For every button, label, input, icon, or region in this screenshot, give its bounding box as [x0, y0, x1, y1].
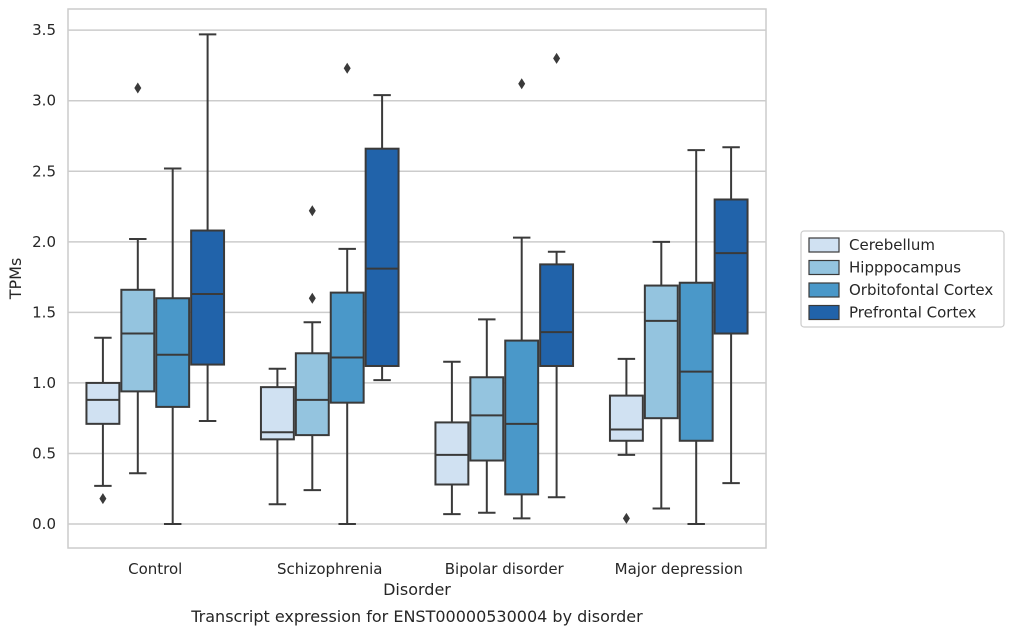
legend-swatch	[808, 259, 840, 276]
y-tick-label: 3.0	[32, 92, 56, 110]
y-tick-label: 1.5	[32, 303, 56, 321]
box-iqr	[678, 281, 714, 442]
y-tick-label: 1.0	[32, 374, 56, 392]
outlier-point	[518, 78, 526, 90]
box-iqr	[329, 291, 365, 404]
box-iqr	[608, 394, 644, 442]
box-iqr	[643, 284, 679, 420]
box-prefrontal-cortex	[539, 52, 575, 499]
box-iqr	[469, 376, 505, 462]
box-plot-marks	[85, 33, 749, 526]
legend-label: Cerebellum	[849, 236, 935, 254]
box-cerebellum	[259, 367, 295, 506]
box-hipppocampus	[469, 318, 505, 514]
box-iqr	[294, 352, 330, 437]
legend-swatch	[808, 282, 840, 298]
x-axis-ticks: Control Schizophrenia Bipolar disorder Majo…	[128, 560, 743, 578]
x-tick-label: Bipolar disorder	[445, 560, 565, 578]
legend: Cerebellum Hipppocampus Orbitofontal Corte…	[800, 230, 1005, 328]
outlier-point	[99, 493, 107, 505]
box-prefrontal-cortex	[713, 146, 749, 485]
outlier-point	[308, 292, 316, 304]
y-tick-label: 0.0	[32, 515, 56, 533]
legend-label: Prefrontal Cortex	[849, 304, 976, 322]
box-orbitofontal-cortex	[504, 78, 540, 520]
outlier-point	[134, 82, 142, 94]
box-hipppocampus	[643, 240, 679, 510]
box-iqr	[259, 386, 295, 441]
box-cerebellum	[85, 336, 121, 505]
box-prefrontal-cortex	[190, 33, 226, 423]
box-hipppocampus	[294, 205, 330, 492]
y-tick-label: 2.0	[32, 233, 56, 251]
box-prefrontal-cortex	[364, 94, 400, 382]
y-tick-label: 3.5	[32, 21, 56, 39]
box-hipppocampus	[120, 82, 156, 475]
legend-swatch	[808, 304, 840, 321]
x-tick-label: Major depression	[615, 560, 743, 578]
outlier-point	[553, 52, 561, 64]
box-iqr	[120, 288, 156, 393]
x-tick-label: Control	[128, 560, 182, 578]
y-axis-label: TPMs	[6, 258, 25, 301]
box-iqr	[190, 229, 226, 366]
box-cerebellum	[434, 360, 470, 516]
box-orbitofontal-cortex	[678, 149, 714, 526]
y-tick-label: 2.5	[32, 162, 56, 180]
x-axis-label: Disorder	[383, 580, 451, 599]
legend-label: Orbitofontal Cortex	[849, 281, 993, 299]
box-iqr	[434, 421, 470, 486]
box-iqr	[155, 297, 191, 408]
outlier-point	[343, 62, 351, 74]
y-tick-label: 0.5	[32, 444, 56, 462]
box-iqr	[85, 381, 121, 425]
y-axis-ticks: 0.0 0.5 1.0 1.5 2.0 2.5 3.0 3.5	[32, 21, 56, 533]
box-orbitofontal-cortex	[329, 62, 365, 526]
outlier-point	[308, 205, 316, 217]
box-iqr	[539, 263, 575, 367]
plot-frame	[67, 8, 767, 549]
legend-swatch	[808, 237, 840, 253]
box-cerebellum	[608, 357, 644, 524]
outlier-point	[622, 512, 630, 524]
chart-caption: Transcript expression for ENST0000053000…	[190, 607, 643, 626]
box-iqr	[713, 198, 749, 335]
box-iqr	[364, 147, 400, 367]
legend-label: Hipppocampus	[849, 259, 961, 277]
legend-frame	[800, 230, 1005, 328]
box-iqr	[504, 339, 540, 496]
box-orbitofontal-cortex	[155, 167, 191, 526]
x-tick-label: Schizophrenia	[277, 560, 382, 578]
